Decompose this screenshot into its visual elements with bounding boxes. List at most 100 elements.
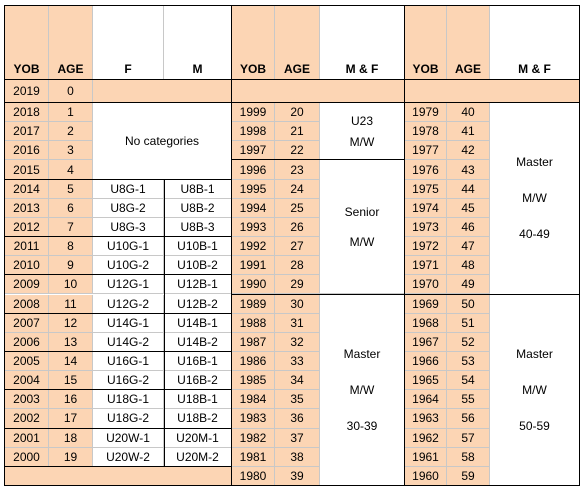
age-cell: 4	[49, 160, 93, 180]
category-cell: U10G-1	[93, 237, 164, 257]
border-line	[5, 274, 232, 276]
yob-cell: 2017	[5, 122, 49, 142]
category-cell: U10B-2	[164, 256, 232, 276]
top-row-band	[93, 80, 580, 103]
category-cell: U18G-2	[93, 409, 164, 429]
category-cell: U16G-2	[93, 371, 164, 391]
age-cell: 18	[49, 428, 93, 448]
age-cell: 57	[447, 428, 490, 448]
yob-cell: 2009	[5, 275, 49, 295]
yob-cell: 2000	[5, 447, 49, 467]
category-cell: U18B-2	[164, 409, 232, 429]
header-cell: YOB	[405, 5, 447, 80]
category-cell: U10B-1	[164, 237, 232, 257]
yob-cell: 2001	[5, 428, 49, 448]
header-cell: AGE	[49, 5, 93, 80]
yob-cell: 1965	[405, 371, 447, 391]
yob-cell: 1992	[232, 237, 275, 257]
category-cell: U8B-1	[164, 179, 232, 199]
yob-cell: 1972	[405, 237, 447, 257]
category-cell: U8B-3	[164, 217, 232, 238]
age-cell: 20	[275, 103, 320, 123]
yob-cell: 1978	[405, 122, 447, 142]
yob-cell: 2003	[5, 390, 49, 410]
yob-cell: 1980	[232, 466, 275, 486]
yob-cell: 1987	[232, 332, 275, 352]
age-cell: 37	[275, 428, 320, 448]
yob-cell: 2012	[5, 217, 49, 238]
yob-cell: 1984	[232, 390, 275, 410]
category-cell: U14B-1	[164, 313, 232, 333]
border-line	[5, 236, 232, 238]
age-cell: 14	[49, 351, 93, 372]
age-cell: 10	[49, 275, 93, 295]
yob-cell: 1975	[405, 179, 447, 199]
age-cell: 19	[49, 447, 93, 467]
category-cell: U12G-1	[93, 275, 164, 295]
yob-cell: 1967	[405, 332, 447, 352]
age-cell: 33	[275, 351, 320, 372]
group-label-line: M/W	[349, 234, 375, 249]
age-cell: 8	[49, 237, 93, 257]
age-cell: 28	[275, 256, 320, 276]
age-cell: 56	[447, 409, 490, 429]
yob-cell: 1974	[405, 198, 447, 218]
age-cell: 24	[275, 179, 320, 199]
yob-cell: 1981	[232, 447, 275, 467]
yob-cell: 1964	[405, 390, 447, 410]
group-label: Senior M/W	[320, 160, 405, 295]
category-cell: U8B-2	[164, 198, 232, 218]
empty-band	[5, 466, 232, 486]
age-cell: 41	[447, 122, 490, 142]
group-label-line: Master	[343, 346, 381, 361]
age-cell: 47	[447, 237, 490, 257]
border-line	[5, 427, 232, 429]
yob-cell: 2015	[5, 160, 49, 180]
border-line	[579, 5, 580, 486]
group-label-line: 30-39	[346, 418, 378, 433]
header-cell: YOB	[5, 5, 49, 80]
age-cell: 39	[275, 466, 320, 486]
group-label-line: Master	[516, 346, 553, 361]
border-line	[5, 312, 232, 314]
age-cell: 46	[447, 217, 490, 238]
yob-cell: 1982	[232, 428, 275, 448]
yob-cell: 1971	[405, 256, 447, 276]
yob-cell: 2010	[5, 256, 49, 276]
border-line	[5, 5, 580, 6]
age-cell: 44	[447, 179, 490, 199]
age-cell: 0	[49, 80, 93, 103]
age-cell: 53	[447, 351, 490, 372]
group-label-line: U23	[350, 113, 373, 128]
age-cell: 29	[275, 275, 320, 295]
border-line	[5, 465, 232, 467]
category-cell: U14G-1	[93, 313, 164, 333]
yob-cell: 2011	[5, 237, 49, 257]
yob-cell: 1966	[405, 351, 447, 372]
border-line	[5, 102, 580, 103]
age-cell: 3	[49, 141, 93, 161]
category-cell: U16B-2	[164, 371, 232, 391]
age-cell: 55	[447, 390, 490, 410]
border-line	[404, 5, 405, 486]
yob-cell: 1985	[232, 371, 275, 391]
yob-cell: 1968	[405, 313, 447, 333]
group-label-line: 50-59	[519, 418, 550, 433]
yob-cell: 1986	[232, 351, 275, 372]
category-cell: U12B-2	[164, 294, 232, 314]
yob-cell: 2016	[5, 141, 49, 161]
age-cell: 9	[49, 256, 93, 276]
age-cell: 16	[49, 390, 93, 410]
yob-cell: 2014	[5, 179, 49, 199]
yob-cell: 1994	[232, 198, 275, 218]
border-line	[163, 179, 165, 467]
age-cell: 45	[447, 198, 490, 218]
yob-cell: 1998	[232, 122, 275, 142]
yob-cell: 1973	[405, 217, 447, 238]
category-cell: U12G-2	[93, 294, 164, 314]
category-cell: U20M-1	[164, 428, 232, 448]
age-cell: 17	[49, 409, 93, 429]
yob-cell: 2006	[5, 332, 49, 352]
age-cell: 5	[49, 179, 93, 199]
